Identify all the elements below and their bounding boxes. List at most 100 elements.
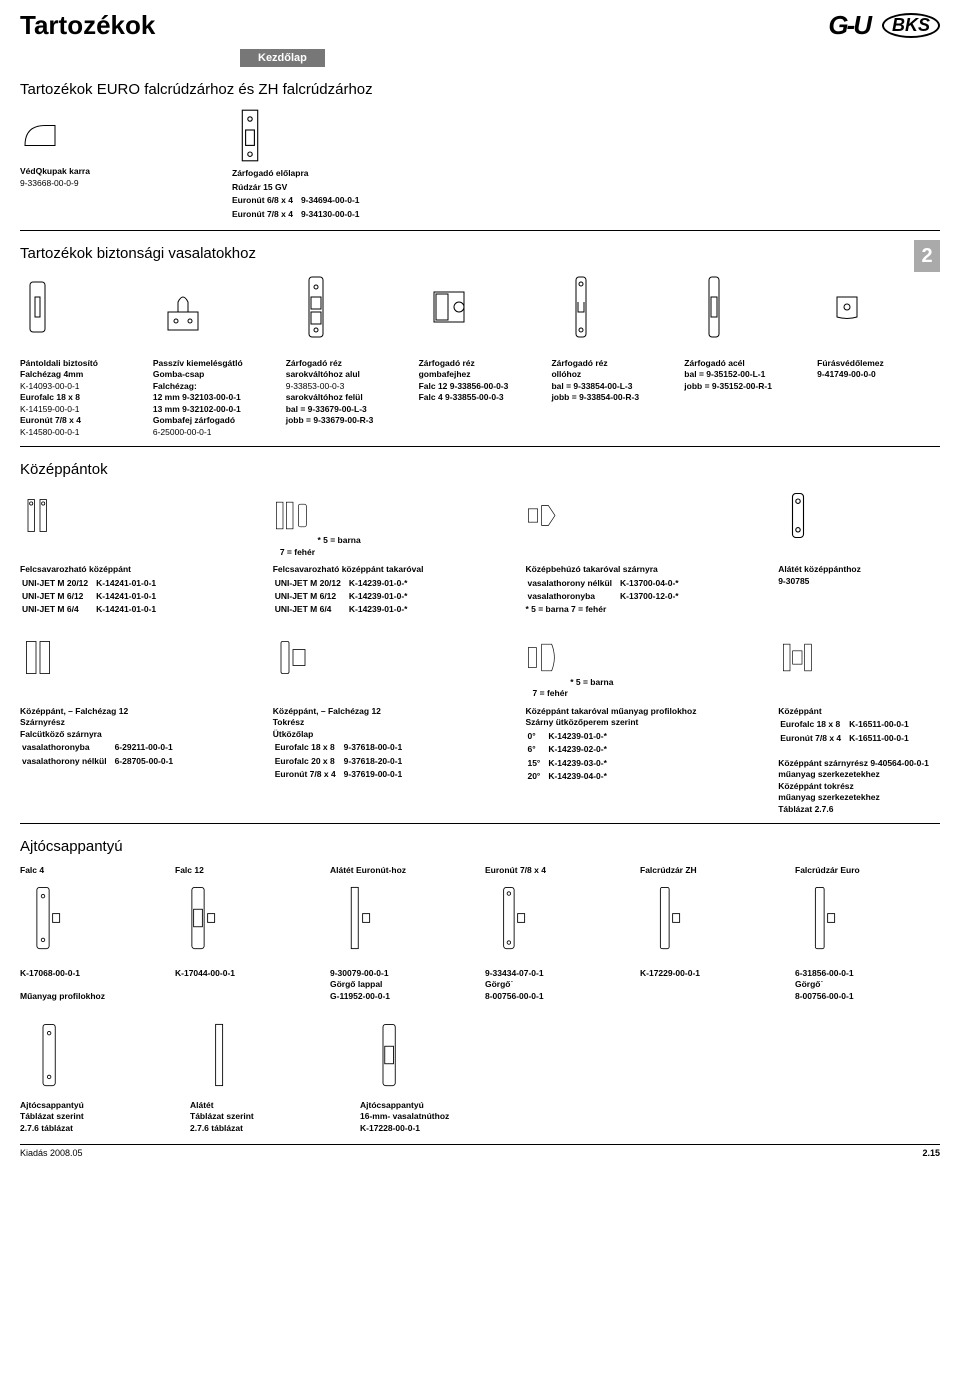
t: Alátét: [190, 1100, 214, 1110]
t: Zárfogadó réz: [286, 358, 342, 368]
t: Alátét középpánthoz: [778, 564, 861, 574]
section-2-text: Pántoldali biztosítóFalchézag 4mmK-14093…: [20, 358, 940, 438]
c: Falc 4 9-33855-00-0-3: [419, 392, 504, 402]
c: 6-28705-00-0-1: [115, 756, 174, 766]
l: UNI-JET M 6/12: [22, 591, 83, 601]
shim2-icon: [330, 883, 390, 953]
l: Görgő lappal: [330, 979, 382, 989]
code: 9-33668-00-0-9: [20, 178, 220, 189]
frame-part-icon: [273, 630, 313, 685]
c: K-14239-01-0-*: [548, 731, 607, 741]
section-6: Ajtócsappantyú Táblázat szerint 2.7.6 tábl…: [20, 1020, 940, 1134]
c: 13 mm 9-32102-00-0-1: [153, 404, 241, 414]
st: Szárny ütközőperem szerint: [525, 717, 638, 727]
c: jobb = 9-33679-00-R-3: [286, 415, 374, 425]
l: vasalathorony nélkül: [22, 756, 107, 766]
l: Euronút 7/8 x 4: [780, 733, 841, 743]
l: Görgő˙: [795, 979, 823, 989]
c: G-11952-00-0-1: [330, 991, 390, 1001]
c: K-14239-04-0-*: [548, 771, 607, 781]
drill-plate-icon: [817, 272, 877, 342]
c: bal = 9-35152-00-L-1: [684, 369, 765, 379]
c5: 6-31856-00-0-1Görgő˙8-00756-00-0-1: [795, 968, 940, 1002]
section-3-icons: * 5 = barna 7 = fehér: [20, 488, 940, 558]
l: 15°: [527, 758, 540, 768]
l: Görgő˙: [485, 979, 513, 989]
c2: 9-30079-00-0-1Görgő lappalG-11952-00-0-1: [330, 968, 475, 1002]
door-catch2-icon: [175, 883, 235, 953]
t: Felcsavarozható középpánt: [20, 564, 131, 574]
l: sarokváltóhoz felül: [286, 392, 363, 402]
hinge3-icon: [778, 630, 818, 685]
logo-bks: BKS: [882, 13, 940, 38]
t: Ajtócsappantyú: [20, 1100, 84, 1110]
col-2: Középbehúzó takaróval szárnyravasalathor…: [525, 564, 768, 618]
col-2: Középpánt takaróval műanyag profilokhozS…: [525, 706, 768, 815]
l: sarokváltóhoz alul: [286, 369, 360, 379]
code: 6-31856-00-0-1: [795, 968, 854, 978]
st: Szárnyrész: [20, 717, 65, 727]
l: Falcütköző szárnyra: [20, 729, 102, 739]
l: Eurofalc 20 x 8: [275, 756, 335, 766]
c: jobb = 9-35152-00-R-1: [684, 381, 772, 391]
t: Ajtócsappantyú: [360, 1100, 424, 1110]
l: műanyag szerkezetekhez: [778, 792, 880, 802]
col-0: Felcsavarozható középpántUNI-JET M 20/12…: [20, 564, 263, 618]
cover-hinge-icon: [525, 630, 565, 685]
logos: G‑U BKS: [828, 10, 940, 41]
t: Középpánt: [778, 706, 821, 716]
col-2: Zárfogadó rézsarokváltóhoz alul9-33853-0…: [286, 358, 409, 438]
c: 9-30785: [778, 576, 809, 586]
door-catch4-icon: [360, 1020, 420, 1090]
zh-lock-icon: [640, 883, 700, 953]
l: 2.7.6 táblázat: [20, 1123, 73, 1133]
t: Passzív kiemelésgátló: [153, 358, 243, 368]
c: K-14093-00-0-1: [20, 381, 80, 391]
c4: K-17229-00-0-1: [640, 968, 785, 1002]
divider: [20, 230, 940, 231]
col-6: Fúrásvédőlemez9-41749-00-0-0: [817, 358, 940, 438]
h: Falc 4: [20, 865, 44, 875]
c: Falc 12 9-33856-00-0-3: [419, 381, 509, 391]
section-heading-2: Tartozékok biztonsági vasalatokhoz: [20, 245, 940, 262]
l: 16-mm- vasalatnúthoz: [360, 1111, 449, 1121]
brass-keeper2-icon: [419, 272, 479, 342]
c0: K-17068-00-0-1Műanyag profilokhoz: [20, 968, 165, 1002]
label: Zárfogadó előlapra: [232, 168, 309, 178]
l: Műanyag profilokhoz: [20, 991, 105, 1001]
t: Zárfogadó acél: [684, 358, 744, 368]
col-0: Középpánt, – Falchézag 12SzárnyrészFalcü…: [20, 706, 263, 815]
pull-in-icon: [525, 488, 565, 543]
side-guard-icon: [20, 272, 80, 342]
shim-icon: [778, 488, 818, 543]
code: K-17229-00-0-1: [640, 968, 700, 978]
col-4: Zárfogadó rézollóhozbal = 9-33854-00-L-3…: [551, 358, 674, 438]
l: Gombafej zárfogadó: [153, 415, 235, 425]
c: K-14239-03-0-*: [548, 758, 607, 768]
c: K-14239-01-0-*: [349, 604, 408, 614]
tab-home[interactable]: Kezdőlap: [240, 49, 325, 67]
l: UNI-JET M 6/4: [275, 604, 332, 614]
l: vasalathoronyba: [527, 591, 595, 601]
c: 12 mm 9-32103-00-0-1: [153, 392, 241, 402]
c: 9-37618-00-0-1: [344, 742, 403, 752]
code: 9-33434-07-0-1: [485, 968, 544, 978]
c2: Ajtócsappantyú16-mm- vasalatnúthozK-1722…: [360, 1020, 560, 1134]
section-5-text: K-17068-00-0-1Műanyag profilokhoz K-1704…: [20, 968, 940, 1002]
c: 6-25000-00-0-1: [153, 427, 212, 437]
page-num: 2.15: [922, 1148, 940, 1158]
label: Euronút 6/8 x 4: [232, 195, 293, 205]
l: Eurofalc 18 x 8: [780, 719, 840, 729]
l: 2.7.6 táblázat: [190, 1123, 243, 1133]
c: K-16511-00-0-1: [849, 719, 909, 729]
c1: K-17044-00-0-1: [175, 968, 320, 1002]
st: Tokrész: [273, 717, 305, 727]
c: K-14159-00-0-1: [20, 404, 80, 414]
t: Középpánt, – Falchézag 12: [273, 706, 381, 716]
l: Táblázat szerint: [190, 1111, 254, 1121]
c: 9-41749-00-0-0: [817, 369, 876, 379]
c: K-14580-00-0-1: [20, 427, 80, 437]
col-5: Zárfogadó acélbal = 9-35152-00-L-1 jobb =…: [684, 358, 807, 438]
divider: [20, 823, 940, 824]
c: K-14239-02-0-*: [548, 744, 607, 754]
